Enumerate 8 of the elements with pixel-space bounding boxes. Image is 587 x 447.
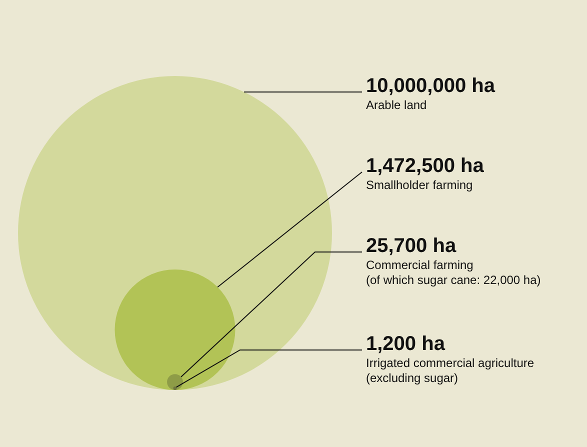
- data-label: 10,000,000 ha: [366, 75, 496, 97]
- category-label: Smallholder farming: [366, 178, 473, 192]
- category-label: Arable land: [366, 98, 427, 112]
- data-label: 1,200 ha: [366, 333, 446, 355]
- category-label: Commercial farming (of which sugar cane: 22,000 ha): [366, 258, 541, 287]
- category-label: Irrigated commercial agriculture (excluding sugar): [366, 356, 534, 385]
- data-label: 1,472,500 ha: [366, 155, 485, 177]
- data-label: 25,700 ha: [366, 235, 457, 257]
